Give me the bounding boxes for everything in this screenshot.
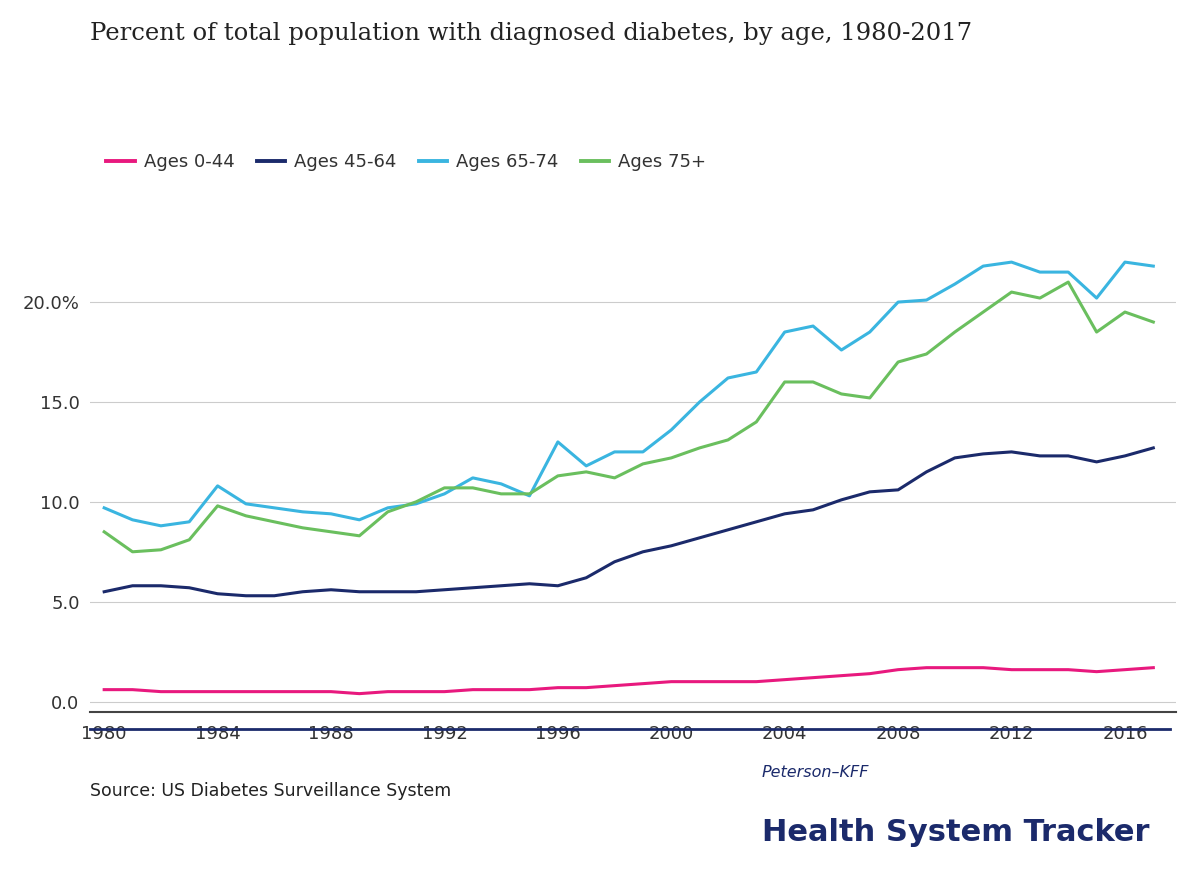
Text: Peterson–KFF: Peterson–KFF <box>762 765 870 780</box>
Text: Source: US Diabetes Surveillance System: Source: US Diabetes Surveillance System <box>90 782 451 800</box>
Legend: Ages 0-44, Ages 45-64, Ages 65-74, Ages 75+: Ages 0-44, Ages 45-64, Ages 65-74, Ages … <box>100 146 714 179</box>
Text: Percent of total population with diagnosed diabetes, by age, 1980-2017: Percent of total population with diagnos… <box>90 22 972 45</box>
Text: Health System Tracker: Health System Tracker <box>762 818 1150 847</box>
